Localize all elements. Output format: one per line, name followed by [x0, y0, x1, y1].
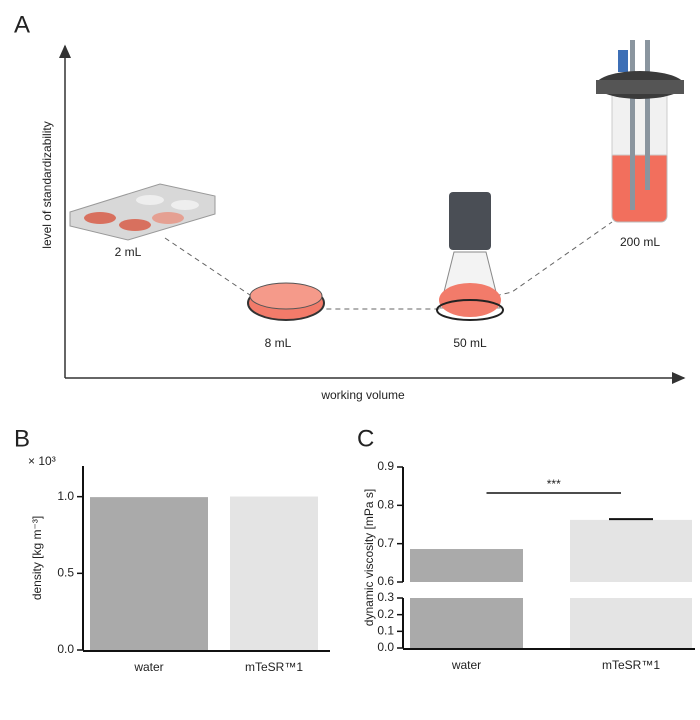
panel-label: C: [357, 425, 374, 452]
y-label: density [kg m⁻³]: [30, 516, 44, 600]
bar-upper: [410, 549, 523, 582]
y-tick-label: 0.6: [377, 574, 394, 588]
y-tick-label: 0.2: [377, 607, 394, 621]
y-label: level of standardizability: [40, 121, 54, 248]
y-tick-label: 0.0: [377, 640, 394, 654]
x-tick-label: water: [451, 658, 481, 672]
x-tick-label: mTeSR™1: [602, 658, 660, 672]
node-label: 50 mL: [453, 336, 487, 350]
y-tick-label: 0.1: [377, 624, 394, 638]
y-tick-label: 0.9: [377, 459, 394, 473]
y-tick-label: 0.3: [377, 590, 394, 604]
bioreactor: [596, 40, 684, 223]
petri-dish: [247, 282, 325, 321]
panel-label: A: [14, 11, 30, 38]
x-tick-label: water: [133, 660, 163, 674]
bar-upper: [570, 519, 692, 582]
flask: [436, 192, 504, 321]
node-label: 200 mL: [620, 235, 660, 249]
x-tick-label: mTeSR™1: [245, 660, 303, 674]
well-plate: [69, 183, 216, 241]
y-tick-label: 0.8: [377, 498, 394, 512]
bar-lower: [570, 598, 692, 648]
y-tick-label: 0.0: [57, 642, 74, 656]
significance: ***: [547, 477, 561, 491]
x-label: working volume: [320, 388, 405, 402]
bar: [230, 496, 318, 650]
node-label: 2 mL: [115, 245, 142, 259]
y-tick-label: 0.5: [57, 566, 74, 580]
trend-line: [164, 221, 613, 310]
y-tick-label: 1.0: [57, 489, 74, 503]
axis-multiplier: × 10³: [28, 454, 56, 468]
y-label: dynamic viscosity [mPa s]: [362, 489, 376, 626]
panel-label: B: [14, 425, 30, 452]
bar-lower: [410, 598, 523, 648]
node-label: 8 mL: [265, 336, 292, 350]
bar: [90, 497, 208, 650]
y-tick-label: 0.7: [377, 536, 394, 550]
